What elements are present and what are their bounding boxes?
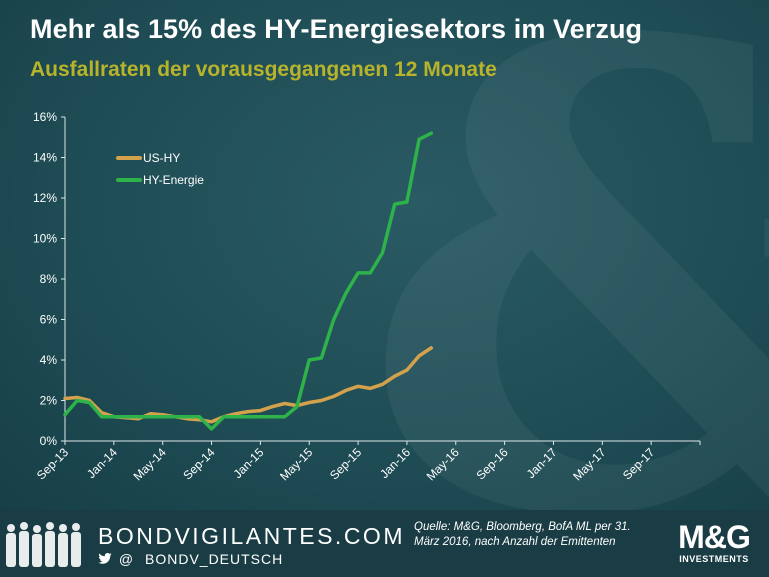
series-line-us-hy — [63, 346, 434, 424]
x-tick-label: Jan-16 — [377, 445, 413, 481]
x-tick-label: May-15 — [277, 445, 315, 483]
x-tick-label: Jan-15 — [231, 445, 267, 481]
y-tick-label: 8% — [40, 272, 58, 286]
footer-bar: BONDVIGILANTES.COM @ BONDV_DEUTSCH Quell… — [0, 510, 769, 577]
twitter-bird-icon — [98, 553, 112, 564]
brand-link[interactable]: BONDVIGILANTES.COM — [98, 523, 405, 549]
x-tick-label: Sep-15 — [327, 445, 364, 482]
y-tick-label: 0% — [40, 434, 58, 448]
x-tick-label: Jan-17 — [524, 445, 560, 481]
chart-subtitle: Ausfallraten der vorausgegangenen 12 Mon… — [30, 58, 497, 81]
legend-label: US-HY — [143, 151, 180, 165]
y-tick-label: 12% — [33, 191, 57, 205]
y-tick-label: 6% — [40, 313, 58, 327]
mg-logo: M&G INVESTMENTS — [666, 520, 762, 572]
people-silhouettes-icon — [6, 522, 81, 567]
y-tick-label: 16% — [33, 110, 57, 124]
chart-title: Mehr als 15% des HY-Energiesektors im Ve… — [30, 14, 643, 44]
y-tick-label: 2% — [40, 394, 58, 408]
x-tick-label: Sep-14 — [180, 445, 217, 482]
legend-label: HY-Energie — [143, 173, 204, 187]
x-tick-label: May-17 — [570, 445, 608, 483]
twitter-at-sign: @ — [118, 551, 135, 567]
x-tick-label: Sep-13 — [34, 445, 71, 482]
y-tick-label: 10% — [33, 232, 57, 246]
chart-slide: & Mehr als 15% des HY-Energiesektors im … — [0, 0, 769, 510]
x-tick-label: Sep-16 — [473, 445, 510, 482]
series-line-hy-energie — [63, 131, 434, 431]
mg-logo-text: M&G — [678, 519, 751, 555]
twitter-handle-text: BONDV_DEUTSCH — [145, 551, 284, 567]
x-tick-label: May-14 — [131, 445, 169, 483]
x-tick-label: Jan-14 — [84, 445, 120, 481]
y-tick-label: 14% — [33, 151, 57, 165]
twitter-handle[interactable]: @ BONDV_DEUTSCH — [98, 551, 283, 567]
line-chart: 0% 2% 4% 6% 8% 10% 12% 14% 16% Sep-13 Jan-14 May-14… — [33, 110, 701, 483]
background-watermark-glyph: & — [360, 0, 769, 510]
source-note: Quelle: M&G, Bloomberg, BofA ML per 31. … — [414, 521, 631, 548]
mg-logo-subtext: INVESTMENTS — [679, 554, 749, 564]
x-tick-label: Sep-17 — [620, 445, 657, 482]
y-tick-label: 4% — [40, 353, 58, 367]
x-tick-label: May-16 — [424, 445, 462, 483]
